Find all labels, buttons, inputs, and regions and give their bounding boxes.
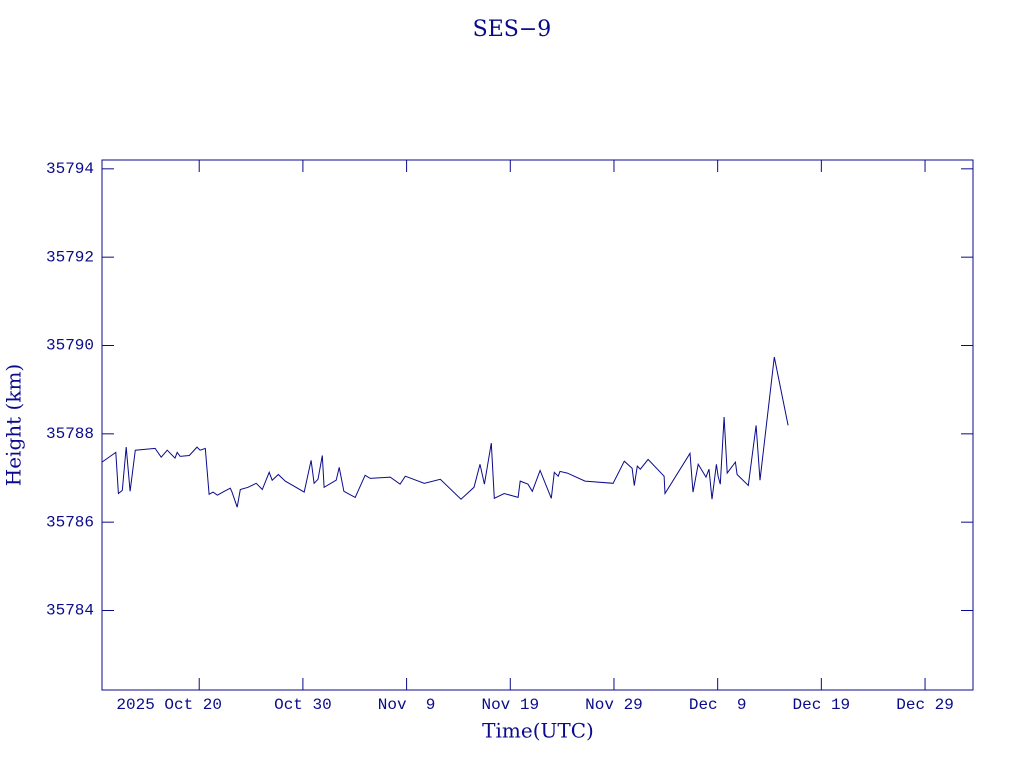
- y-tick-label: 35788: [46, 425, 94, 443]
- x-tick-label: Dec 19: [793, 696, 851, 714]
- x-tick-label: Nov 9: [378, 696, 436, 714]
- x-tick-label: Nov 19: [481, 696, 539, 714]
- x-tick-label: Dec 9: [689, 696, 747, 714]
- data-line: [101, 356, 789, 508]
- y-tick-label: 35790: [46, 337, 94, 355]
- x-tick-label: Oct 30: [274, 696, 332, 714]
- y-tick-label: 35794: [46, 160, 94, 178]
- y-tick-label: 35786: [46, 513, 94, 531]
- x-tick-label: 2025 Oct 20: [116, 696, 222, 714]
- y-tick-label: 35784: [46, 602, 94, 620]
- y-axis-label: Height (km): [2, 364, 26, 486]
- chart-title: SES−9: [473, 17, 552, 42]
- plot-frame: [101, 159, 974, 691]
- x-tick-label: Dec 29: [896, 696, 954, 714]
- y-tick-label: 35792: [46, 248, 94, 266]
- x-axis-label: Time(UTC): [482, 719, 594, 743]
- x-tick-label: Nov 29: [585, 696, 643, 714]
